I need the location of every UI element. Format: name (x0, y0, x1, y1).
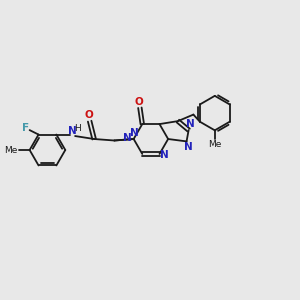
Text: O: O (84, 110, 93, 120)
Text: N: N (68, 126, 77, 136)
Text: Me: Me (4, 146, 18, 154)
Text: O: O (135, 97, 144, 107)
Text: N: N (123, 133, 132, 142)
Text: Me: Me (208, 140, 221, 149)
Text: N: N (186, 119, 195, 129)
Text: H: H (74, 124, 81, 133)
Text: N: N (130, 128, 139, 138)
Text: N: N (184, 142, 193, 152)
Text: F: F (22, 123, 30, 133)
Text: N: N (160, 150, 169, 161)
